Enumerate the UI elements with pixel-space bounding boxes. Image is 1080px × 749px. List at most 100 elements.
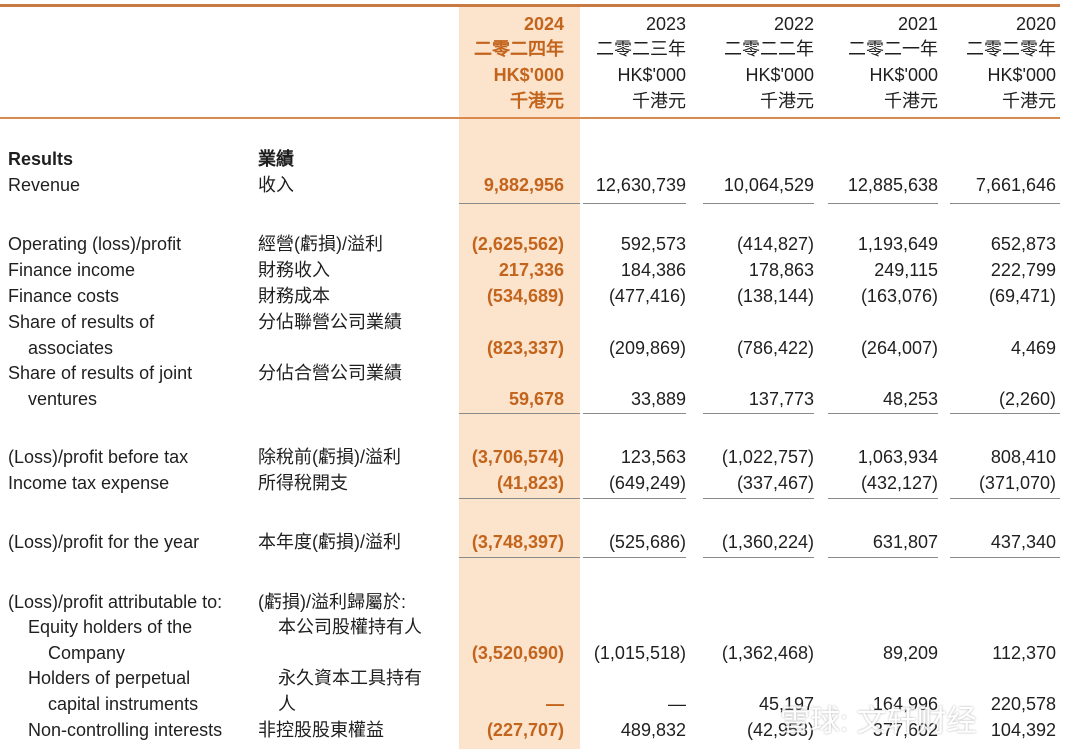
row-label-cn: 業績 xyxy=(258,149,294,169)
top-rule xyxy=(0,4,1060,7)
cell-value: 89,209 xyxy=(882,643,938,663)
subtotal-rule xyxy=(828,498,938,499)
cell-value: (3,748,397) xyxy=(471,532,564,552)
row-label-en: (Loss)/profit before tax xyxy=(8,447,189,467)
subtotal-rule xyxy=(583,203,686,204)
subtotal-rule xyxy=(703,203,814,204)
cell-value: (525,686) xyxy=(608,532,686,552)
cell-value: 489,832 xyxy=(620,720,686,740)
cell-value: 112,370 xyxy=(992,643,1056,663)
cell-value: (2,625,562) xyxy=(471,234,564,254)
cell-value: 164,996 xyxy=(872,694,938,714)
cell-value: (649,249) xyxy=(608,473,686,493)
cell-value: 104,392 xyxy=(990,720,1056,740)
cell-value: 9,882,956 xyxy=(483,175,564,195)
cell-value: 631,807 xyxy=(872,532,938,552)
header-year: 2020 xyxy=(1015,14,1056,34)
total-rule xyxy=(703,557,814,558)
cell-value: (3,706,574) xyxy=(471,447,564,467)
cell-value: (163,076) xyxy=(860,286,938,306)
cell-value: 377,602 xyxy=(872,720,938,740)
cell-value: 652,873 xyxy=(990,234,1056,254)
row-label-en: Equity holders of the xyxy=(28,617,193,637)
header-year: 2021 xyxy=(897,14,938,34)
cell-value: 4,469 xyxy=(1010,338,1056,358)
row-label-cn: 本年度(虧損)/溢利 xyxy=(258,532,401,552)
subtotal-rule xyxy=(950,203,1060,204)
cell-value: (264,007) xyxy=(860,338,938,358)
cell-value: 12,630,739 xyxy=(595,175,686,195)
cell-value: (69,471) xyxy=(988,286,1056,306)
total-rule xyxy=(950,557,1060,558)
header-cn-year: 二零二四年 xyxy=(474,39,564,59)
row-label-cn: (虧損)/溢利歸屬於: xyxy=(258,592,406,612)
row-label-cn: 分佔合營公司業績 xyxy=(258,363,402,383)
cell-value: (534,689) xyxy=(486,286,564,306)
row-label-en: Share of results of xyxy=(8,312,155,332)
header-cn-unit: 千港元 xyxy=(760,91,814,111)
row-label-cn: 非控股股東權益 xyxy=(258,720,384,740)
cell-value: 123,563 xyxy=(620,447,686,467)
row-label-en: associates xyxy=(28,338,114,358)
cell-value: 592,573 xyxy=(620,234,686,254)
subtotal-rule xyxy=(459,498,580,499)
cell-value: (371,070) xyxy=(978,473,1056,493)
cell-value: (209,869) xyxy=(608,338,686,358)
cell-value: (414,827) xyxy=(736,234,814,254)
subtotal-rule xyxy=(828,413,938,414)
row-label-en: Finance income xyxy=(8,260,136,280)
subtotal-rule xyxy=(459,203,580,204)
cell-value: — xyxy=(546,694,564,714)
cell-value: (227,707) xyxy=(486,720,564,740)
cell-value: — xyxy=(668,694,686,714)
row-label-en: capital instruments xyxy=(48,694,199,714)
header-cn-unit: 千港元 xyxy=(884,91,938,111)
cell-value: (1,022,757) xyxy=(721,447,814,467)
watermark: 雪球: 文轩财经 xyxy=(780,705,977,738)
cell-value: 137,773 xyxy=(748,389,814,409)
cell-value: 437,340 xyxy=(990,532,1056,552)
row-label-en: Share of results of joint xyxy=(8,363,193,383)
cell-value: 217,336 xyxy=(498,260,564,280)
subtotal-rule xyxy=(950,413,1060,414)
cell-value: (3,520,690) xyxy=(471,643,564,663)
header-unit: HK$'000 xyxy=(987,65,1056,85)
row-label-cn: 人 xyxy=(278,694,296,714)
header-underline xyxy=(0,117,1060,119)
cell-value: (42,953) xyxy=(746,720,814,740)
current-year-highlight-column xyxy=(459,7,580,749)
row-label-cn: 永久資本工具持有 xyxy=(278,668,422,688)
row-label-cn: 本公司股權持有人 xyxy=(278,617,422,637)
row-label-en: Results xyxy=(8,149,74,169)
cell-value: 1,063,934 xyxy=(857,447,938,467)
row-label-en: Revenue xyxy=(8,175,81,195)
row-label-cn: 財務成本 xyxy=(258,286,330,306)
header-year: 2023 xyxy=(645,14,686,34)
subtotal-rule xyxy=(703,498,814,499)
total-rule xyxy=(459,557,580,558)
row-label-en: ventures xyxy=(28,389,98,409)
row-label-cn: 除稅前(虧損)/溢利 xyxy=(258,447,401,467)
header-unit: HK$'000 xyxy=(617,65,686,85)
subtotal-rule xyxy=(828,203,938,204)
cell-value: 48,253 xyxy=(882,389,938,409)
subtotal-rule xyxy=(583,498,686,499)
cell-value: 222,799 xyxy=(990,260,1056,280)
row-label-en: Holders of perpetual xyxy=(28,668,191,688)
header-unit: HK$'000 xyxy=(745,65,814,85)
cell-value: (823,337) xyxy=(486,338,564,358)
row-label-en: Company xyxy=(48,643,126,663)
header-cn-year: 二零二三年 xyxy=(596,39,686,59)
row-label-en: Operating (loss)/profit xyxy=(8,234,182,254)
cell-value: (1,360,224) xyxy=(721,532,814,552)
header-cn-year: 二零二二年 xyxy=(724,39,814,59)
row-label-en: (Loss)/profit attributable to: xyxy=(8,592,223,612)
subtotal-rule xyxy=(703,413,814,414)
cell-value: (1,015,518) xyxy=(593,643,686,663)
cell-value: 808,410 xyxy=(990,447,1056,467)
cell-value: (337,467) xyxy=(736,473,814,493)
cell-value: (41,823) xyxy=(496,473,564,493)
header-cn-unit: 千港元 xyxy=(1002,91,1056,111)
row-label-en: Finance costs xyxy=(8,286,120,306)
header-unit: HK$'000 xyxy=(493,65,564,85)
